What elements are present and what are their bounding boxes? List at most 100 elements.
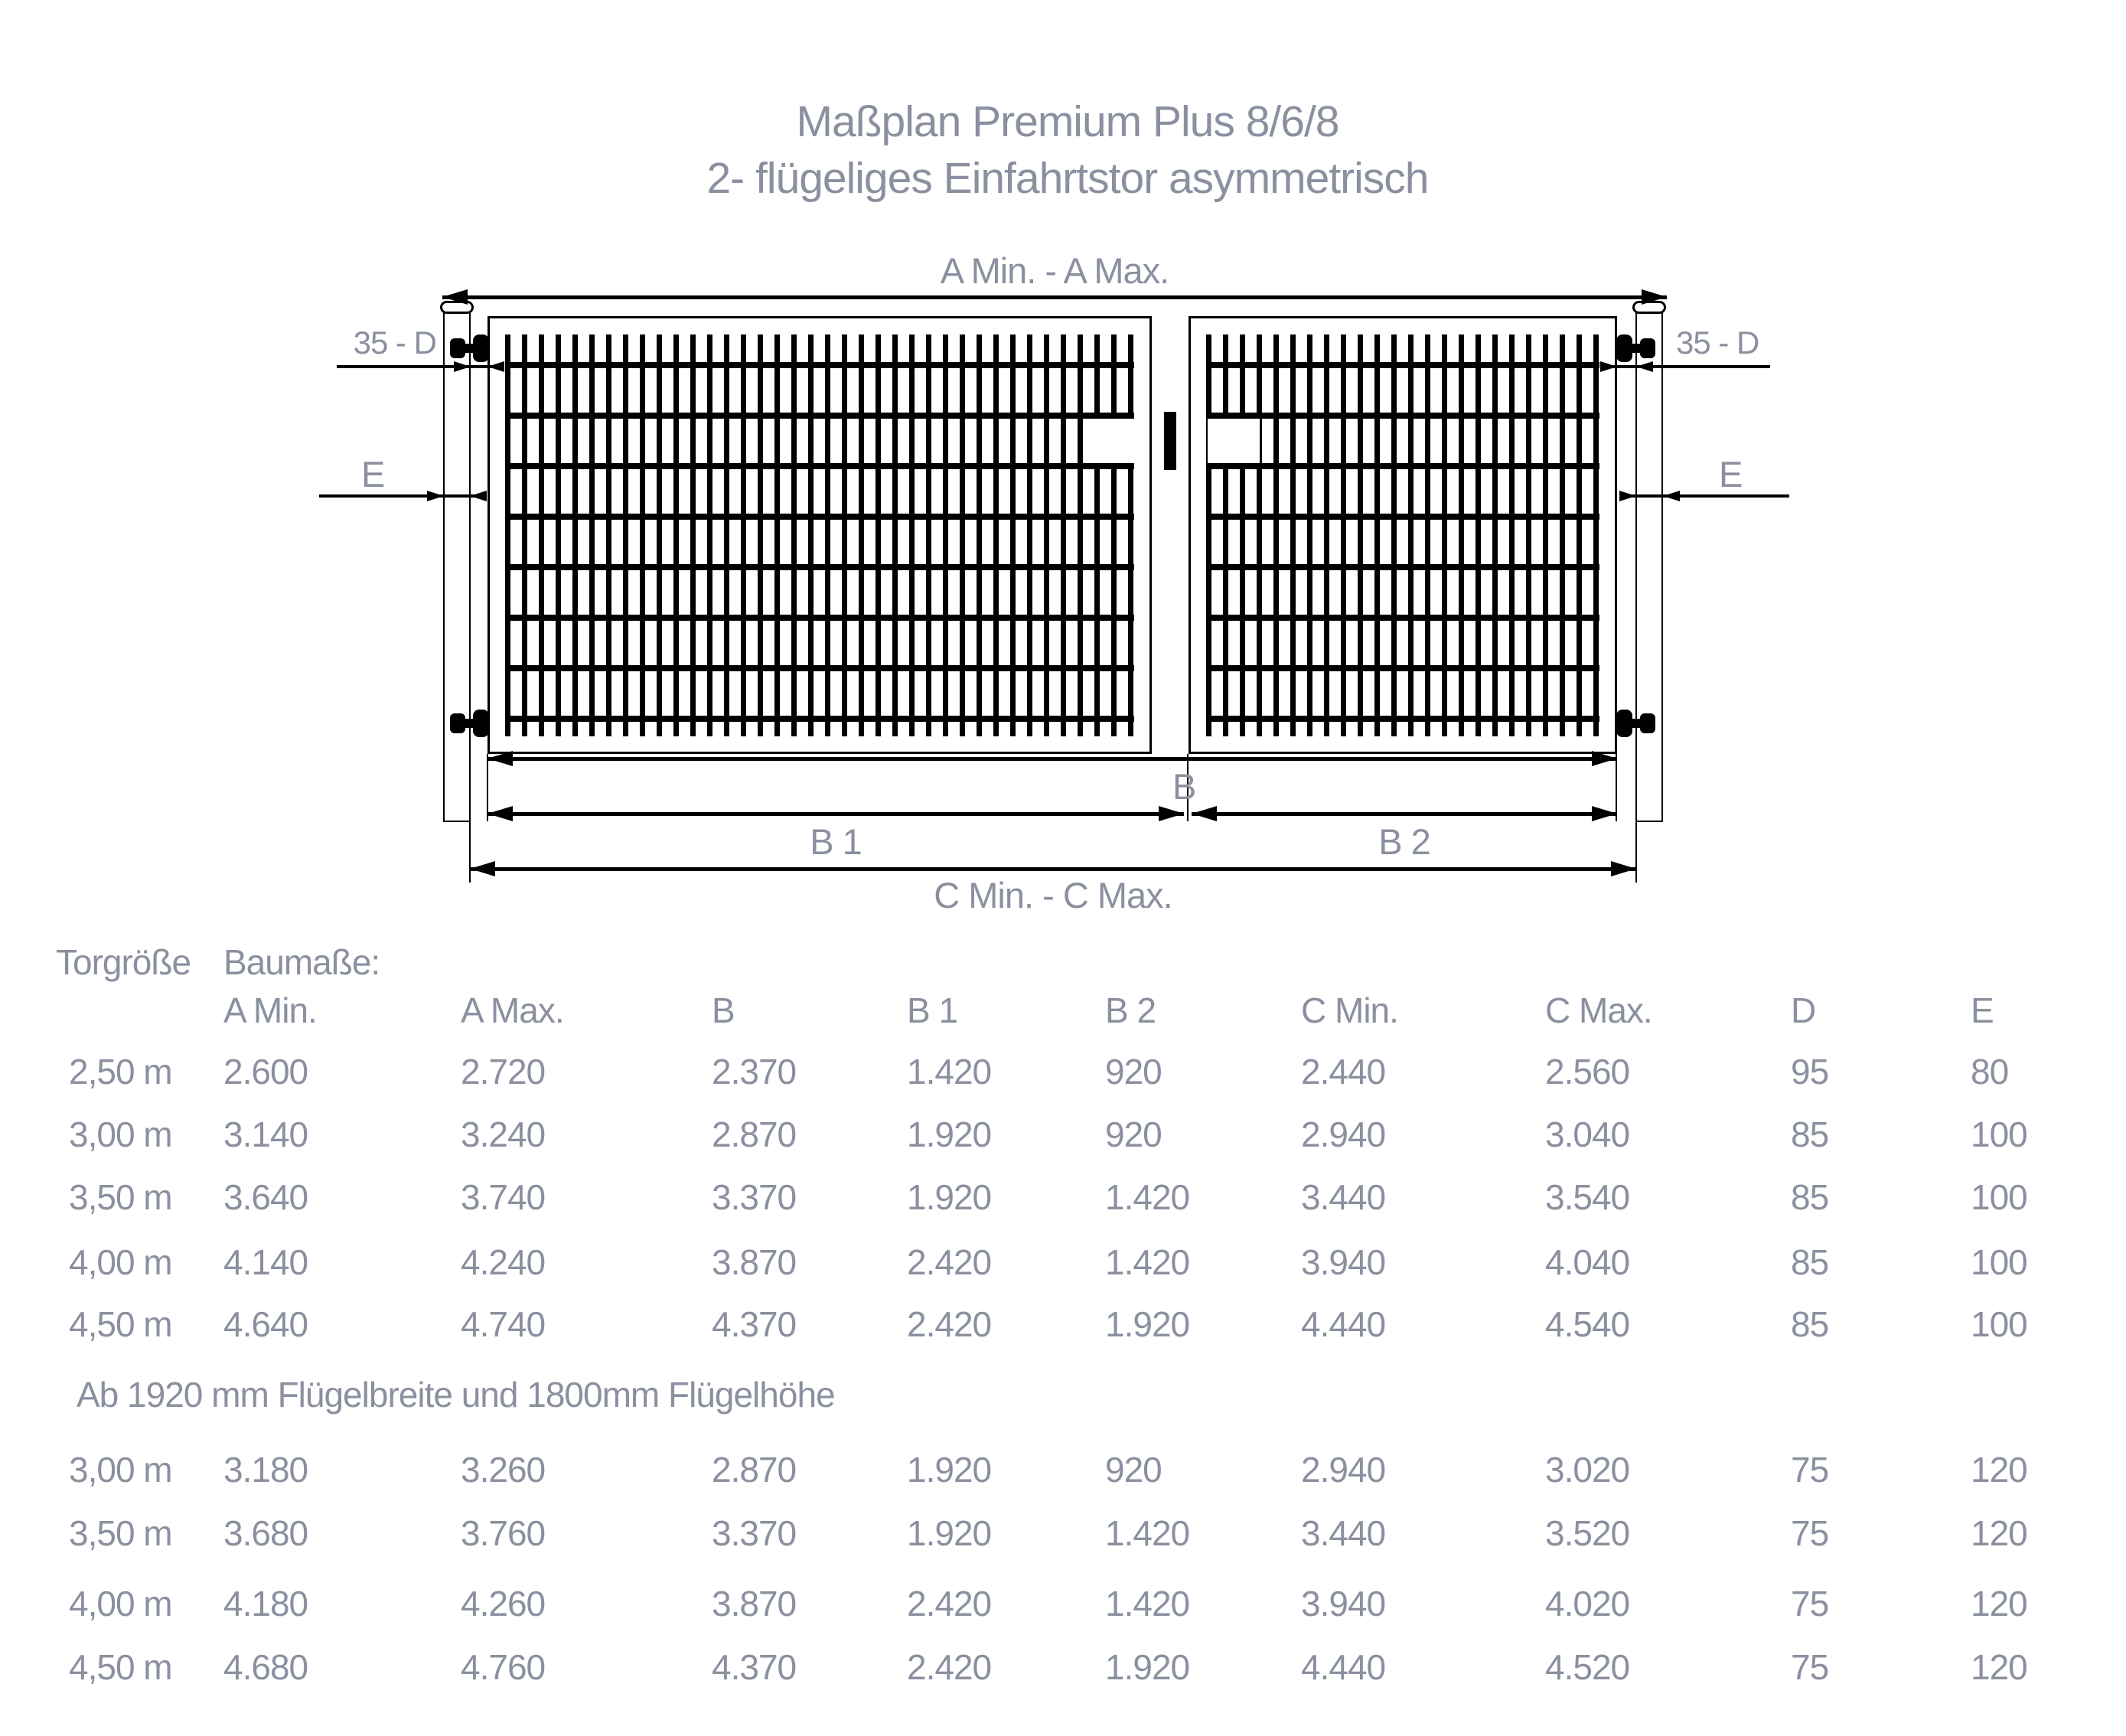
dimension-value-cell: 4.370 [712,1304,797,1344]
dimension-value-cell: 120 [1971,1513,2028,1553]
dimension-label-a: A Min. - A Max. [940,250,1169,291]
table-row: 3,00 m 3.180 3.260 2.870 1.920 920 2.940 3.020 7… [0,1449,2126,1490]
dimension-value-cell: 100 [1971,1114,2028,1154]
dimension-value-cell: 3.520 [1545,1513,1630,1553]
dimension-value-cell: 85 [1791,1304,1829,1344]
table-row: 4,00 m 4.140 4.240 3.870 2.420 1.420 3.940 4.04… [0,1242,2126,1282]
arrowhead-c-right-icon [1611,861,1636,876]
hinge-top-left-icon [450,334,489,362]
left-post [443,313,471,822]
dimension-value-cell: 75 [1791,1450,1829,1490]
dimension-value-cell: 3.180 [223,1450,308,1490]
dimension-value-cell: 1.920 [1105,1647,1190,1687]
dimension-value-cell: 3.260 [461,1450,546,1490]
arrowhead-35d-right-b-icon [1636,361,1653,372]
dimension-value-cell: 85 [1791,1242,1829,1282]
dimension-value-cell: 2.420 [907,1242,992,1282]
dimension-line-35d-left [337,365,499,368]
dimension-value-cell: 1.920 [1105,1304,1190,1344]
dimension-value-cell: 2.370 [712,1052,797,1092]
gate-size-cell: 4,00 m [69,1584,173,1623]
right-wing-mesh [1206,334,1599,736]
dimension-value-cell: 4.740 [461,1304,546,1344]
column-header: E [1971,990,1994,1030]
dimension-value-cell: 2.940 [1301,1114,1386,1154]
table-note-row: Ab 1920 mm Flügelbreite und 1800mm Flüge… [0,1374,2126,1415]
table-row: 3,00 m 3.140 3.240 2.870 1.920 920 2.940 3.040 8… [0,1114,2126,1154]
dimension-value-cell: 3.040 [1545,1114,1630,1154]
dimension-value-cell: 3.940 [1301,1584,1386,1623]
table-row: 4,50 m 4.680 4.760 4.370 2.420 1.920 4.440 4.52… [0,1646,2126,1687]
dimension-value-cell: 120 [1971,1647,2028,1687]
table-row: 3,50 m 3.640 3.740 3.370 1.920 1.420 3.440 3.54… [0,1176,2126,1217]
dimension-label-e-left: E [361,454,385,494]
dimension-value-cell: 80 [1971,1052,2009,1092]
dimension-value-cell: 1.420 [1105,1584,1190,1623]
gate-size-cell: 2,50 m [69,1052,173,1092]
arrowhead-b1-right-icon [1159,806,1184,821]
table-row: 2,50 m 2.600 2.720 2.370 1.420 920 2.440 2.560 9… [0,1051,2126,1092]
dimension-label-35d-left: 35 - D [353,325,437,361]
arrowhead-35d-left-a-icon [454,361,471,372]
page-subtitle: 2- flügeliges Einfahrtstor asymmetrisch [706,154,1429,203]
dimension-value-cell: 4.140 [223,1242,308,1282]
dimension-label-e-right: E [1719,454,1743,494]
dimension-line-35d-right [1608,365,1770,368]
dimension-value-cell: 3.760 [461,1513,546,1553]
left-wing-lock-area [1086,419,1147,463]
arrowhead-35d-left-b-icon [487,361,504,372]
dimension-value-cell: 4.680 [223,1647,308,1687]
dimension-value-cell: 3.370 [712,1177,797,1217]
dimension-value-cell: 3.440 [1301,1513,1386,1553]
dimension-value-cell: 75 [1791,1513,1829,1553]
dimension-line-e-right [1626,494,1789,498]
hinge-bottom-right-icon [1616,710,1655,737]
arrowhead-e-left-b-icon [470,491,487,501]
guide-line-c-right [1635,821,1637,883]
gate-latch [1164,412,1176,470]
dimension-value-cell: 3.240 [461,1114,546,1154]
column-header: C Min. [1301,990,1399,1030]
dimension-value-cell: 4.370 [712,1647,797,1687]
arrowhead-b2-left-icon [1192,806,1217,821]
dimension-value-cell: 1.920 [907,1114,992,1154]
dimension-value-cell: 920 [1105,1052,1162,1092]
dimension-value-cell: 3.740 [461,1177,546,1217]
page-title: Maßplan Premium Plus 8/6/8 [796,97,1340,146]
dimension-value-cell: 4.760 [461,1647,546,1687]
hinge-top-right-icon [1616,334,1655,362]
column-header: D [1791,990,1816,1030]
dimension-value-cell: 75 [1791,1647,1829,1687]
dimension-value-cell: 3.870 [712,1584,797,1623]
dimension-value-cell: 2.440 [1301,1052,1386,1092]
dimension-value-cell: 120 [1971,1584,2028,1623]
dimension-value-cell: 4.180 [223,1584,308,1623]
arrowhead-b-right-icon [1592,751,1617,766]
guide-line-b-divider [1187,754,1189,821]
dimension-value-cell: 4.020 [1545,1584,1630,1623]
dimension-value-cell: 3.940 [1301,1242,1386,1282]
column-header: C Max. [1545,990,1653,1030]
dimension-value-cell: 4.520 [1545,1647,1630,1687]
dimension-line-a [442,295,1667,299]
dimension-value-cell: 2.940 [1301,1450,1386,1490]
column-header: B 2 [1105,990,1156,1030]
dimension-value-cell: 1.420 [1105,1513,1190,1553]
dimension-value-cell: 4.240 [461,1242,546,1282]
gate-size-cell: 4,50 m [69,1304,173,1344]
dimension-value-cell: 2.720 [461,1052,546,1092]
gate-size-cell: 4,50 m [69,1647,173,1687]
dimension-label-b2: B 2 [1378,821,1431,862]
dimension-value-cell: 2.870 [712,1114,797,1154]
right-post [1635,313,1663,822]
dimension-value-cell: 100 [1971,1304,2028,1344]
dimension-value-cell: 4.040 [1545,1242,1630,1282]
table-column-headers: A Min. A Max. B B 1 B 2 C Min. C Max. D E [0,990,2126,1030]
dimension-value-cell: 4.260 [461,1584,546,1623]
dimension-value-cell: 920 [1105,1450,1162,1490]
dimension-value-cell: 2.600 [223,1052,308,1092]
dimension-label-b: B [1172,766,1196,807]
dimension-value-cell: 3.020 [1545,1450,1630,1490]
table-row: 4,50 m 4.640 4.740 4.370 2.420 1.920 4.440 4.54… [0,1304,2126,1344]
